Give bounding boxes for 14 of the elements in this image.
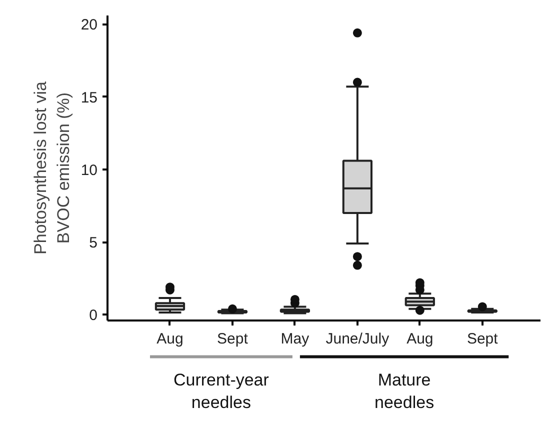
y-tick-label: 5 <box>89 234 98 252</box>
y-tick-label: 0 <box>89 307 98 324</box>
y-tick-label: 10 <box>80 162 98 179</box>
x-tick-label: Aug <box>156 330 184 348</box>
y-tick-label: 20 <box>80 16 98 34</box>
y-tick-label: 15 <box>80 89 98 106</box>
text: Current-year needles <box>174 370 270 412</box>
text: Mature needles <box>374 370 434 412</box>
x-tick-label: Sept <box>217 330 249 348</box>
x-tick-label: May <box>280 330 310 348</box>
x-tick-label: June/July <box>326 330 390 348</box>
x-tick-label: Sept <box>466 330 499 348</box>
y-axis-title: Photosynthesis lost via BVOC emission (%) <box>31 80 73 254</box>
x-tick-label: Aug <box>406 330 434 348</box>
